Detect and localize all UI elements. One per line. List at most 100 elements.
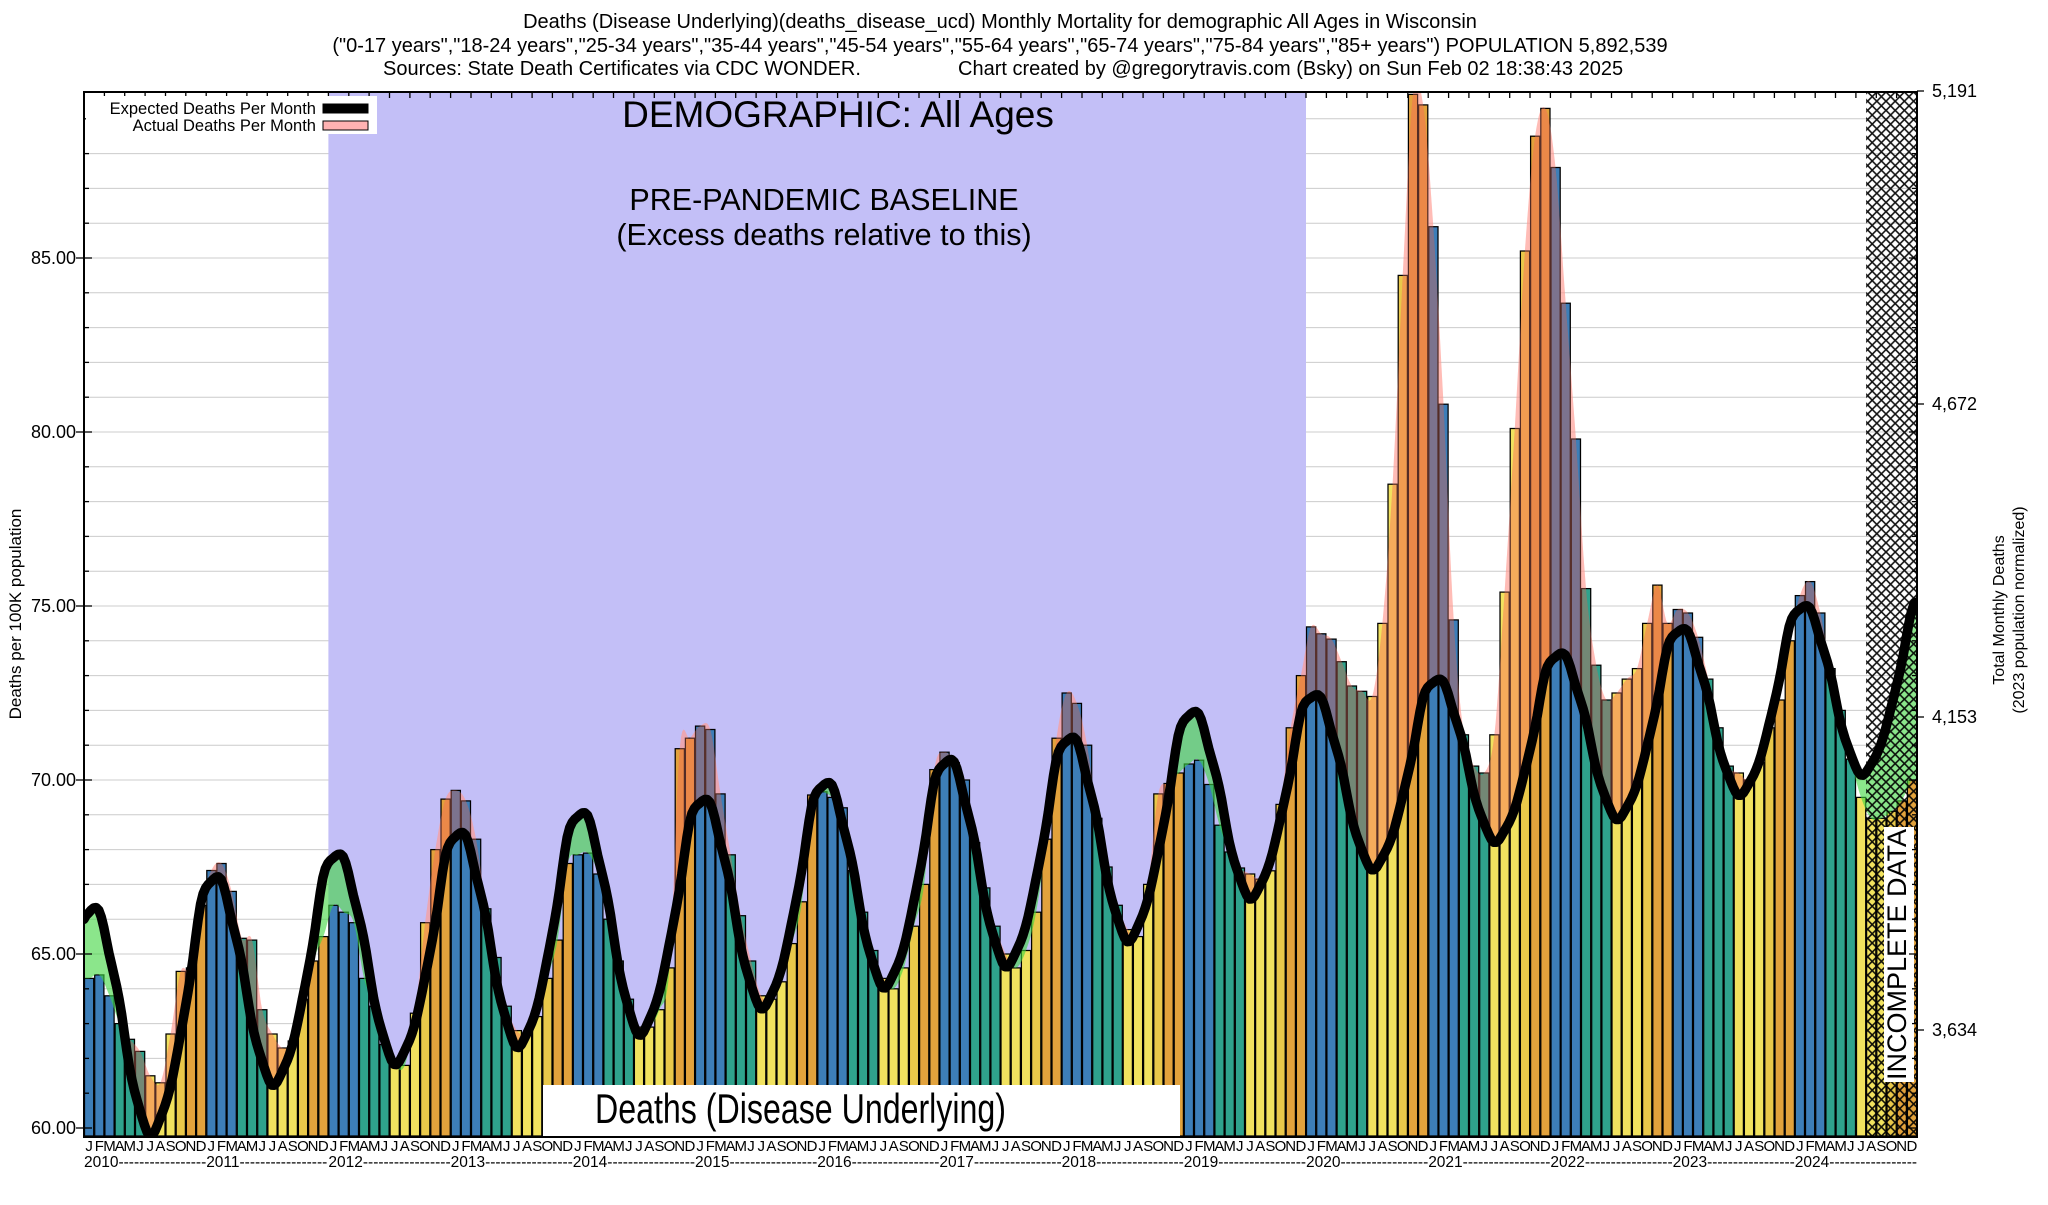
svg-text:2014-----------------: 2014----------------- bbox=[573, 1154, 695, 1171]
svg-text:J: J bbox=[696, 1138, 704, 1155]
svg-text:A: A bbox=[359, 1138, 369, 1155]
svg-text:Actual Deaths Per Month: Actual Deaths Per Month bbox=[133, 117, 316, 135]
svg-text:M: M bbox=[1590, 1138, 1603, 1155]
svg-text:M: M bbox=[1081, 1138, 1094, 1155]
svg-text:2012-----------------: 2012----------------- bbox=[328, 1154, 450, 1171]
svg-text:A: A bbox=[155, 1138, 165, 1155]
svg-text:A: A bbox=[1744, 1138, 1754, 1155]
svg-text:S: S bbox=[777, 1138, 787, 1155]
svg-text:Total Monthly Deaths: Total Monthly Deaths bbox=[1991, 535, 2008, 684]
svg-text:PRE-PANDEMIC BASELINE: PRE-PANDEMIC BASELINE bbox=[629, 183, 1018, 217]
svg-text:M: M bbox=[1101, 1138, 1114, 1155]
svg-text:J: J bbox=[574, 1138, 582, 1155]
svg-text:N: N bbox=[552, 1138, 563, 1155]
svg-text:S: S bbox=[1754, 1138, 1764, 1155]
svg-text:J: J bbox=[1603, 1138, 1611, 1155]
svg-text:S: S bbox=[1265, 1138, 1275, 1155]
svg-text:F: F bbox=[461, 1138, 470, 1155]
svg-text:S: S bbox=[166, 1138, 176, 1155]
svg-text:A: A bbox=[1825, 1138, 1835, 1155]
svg-text:M: M bbox=[714, 1138, 727, 1155]
svg-text:D: D bbox=[1173, 1138, 1184, 1155]
svg-text:A: A bbox=[1214, 1138, 1224, 1155]
svg-text:A: A bbox=[278, 1138, 288, 1155]
svg-text:S: S bbox=[1143, 1138, 1153, 1155]
svg-text:J: J bbox=[136, 1138, 144, 1155]
svg-text:J: J bbox=[757, 1138, 765, 1155]
svg-text:O: O bbox=[1886, 1138, 1898, 1155]
svg-text:A: A bbox=[1337, 1138, 1347, 1155]
svg-text:M: M bbox=[592, 1138, 605, 1155]
svg-text:(2023 population normalized): (2023 population normalized) bbox=[2011, 506, 2028, 713]
svg-text:D: D bbox=[1051, 1138, 1062, 1155]
svg-text:F: F bbox=[1806, 1138, 1815, 1155]
svg-text:N: N bbox=[919, 1138, 930, 1155]
svg-text:N: N bbox=[1896, 1138, 1907, 1155]
svg-text:M: M bbox=[1712, 1138, 1725, 1155]
svg-text:J: J bbox=[880, 1138, 888, 1155]
svg-text:2017-----------------: 2017----------------- bbox=[939, 1154, 1061, 1171]
svg-text:O: O bbox=[1030, 1138, 1042, 1155]
svg-text:O: O bbox=[786, 1138, 798, 1155]
svg-text:O: O bbox=[175, 1138, 187, 1155]
svg-text:J: J bbox=[258, 1138, 266, 1155]
svg-text:O: O bbox=[1397, 1138, 1409, 1155]
svg-text:S: S bbox=[1021, 1138, 1031, 1155]
svg-text:J: J bbox=[992, 1138, 1000, 1155]
svg-text:INCOMPLETE DATA: INCOMPLETE DATA bbox=[1882, 829, 1912, 1080]
svg-text:A: A bbox=[1133, 1138, 1143, 1155]
svg-text:J: J bbox=[1552, 1138, 1560, 1155]
svg-text:F: F bbox=[1317, 1138, 1326, 1155]
svg-text:N: N bbox=[430, 1138, 441, 1155]
svg-text:S: S bbox=[288, 1138, 298, 1155]
svg-text:J: J bbox=[1307, 1138, 1315, 1155]
svg-text:J: J bbox=[513, 1138, 521, 1155]
svg-text:S: S bbox=[532, 1138, 542, 1155]
svg-text:O: O bbox=[664, 1138, 676, 1155]
svg-text:A: A bbox=[603, 1138, 613, 1155]
svg-text:J: J bbox=[1236, 1138, 1244, 1155]
svg-text:J: J bbox=[381, 1138, 389, 1155]
svg-text:J: J bbox=[1368, 1138, 1376, 1155]
svg-text:A: A bbox=[1622, 1138, 1632, 1155]
svg-text:O: O bbox=[1152, 1138, 1164, 1155]
svg-text:2013-----------------: 2013----------------- bbox=[451, 1154, 573, 1171]
svg-text:M: M bbox=[348, 1138, 361, 1155]
svg-text:F: F bbox=[828, 1138, 837, 1155]
svg-text:J: J bbox=[1358, 1138, 1366, 1155]
svg-text:S: S bbox=[654, 1138, 664, 1155]
svg-text:J: J bbox=[1674, 1138, 1682, 1155]
svg-text:J: J bbox=[146, 1138, 154, 1155]
svg-text:M: M bbox=[490, 1138, 503, 1155]
svg-text:J: J bbox=[1725, 1138, 1733, 1155]
svg-text:M: M bbox=[1814, 1138, 1827, 1155]
svg-text:F: F bbox=[1683, 1138, 1692, 1155]
svg-text:A: A bbox=[1866, 1138, 1876, 1155]
svg-text:J: J bbox=[1735, 1138, 1743, 1155]
svg-text:A: A bbox=[1255, 1138, 1265, 1155]
svg-text:J: J bbox=[269, 1138, 277, 1155]
svg-text:J: J bbox=[1124, 1138, 1132, 1155]
svg-text:2020-----------------: 2020----------------- bbox=[1306, 1154, 1428, 1171]
svg-text:M: M bbox=[470, 1138, 483, 1155]
svg-text:Expected Deaths Per Month: Expected Deaths Per Month bbox=[110, 100, 316, 118]
svg-text:D: D bbox=[196, 1138, 207, 1155]
svg-text:S: S bbox=[899, 1138, 909, 1155]
svg-text:N: N bbox=[1530, 1138, 1541, 1155]
svg-text:J: J bbox=[452, 1138, 460, 1155]
svg-text:Deaths per 100K population: Deaths per 100K population bbox=[6, 509, 25, 720]
svg-text:A: A bbox=[970, 1138, 980, 1155]
svg-text:2018-----------------: 2018----------------- bbox=[1062, 1154, 1184, 1171]
svg-text:M: M bbox=[1692, 1138, 1705, 1155]
svg-text:J: J bbox=[747, 1138, 755, 1155]
svg-text:M: M bbox=[857, 1138, 870, 1155]
svg-text:O: O bbox=[908, 1138, 920, 1155]
svg-text:N: N bbox=[1774, 1138, 1785, 1155]
svg-text:85.00: 85.00 bbox=[31, 248, 76, 268]
svg-text:A: A bbox=[522, 1138, 532, 1155]
svg-text:N: N bbox=[1163, 1138, 1174, 1155]
svg-text:M: M bbox=[735, 1138, 748, 1155]
svg-text:A: A bbox=[481, 1138, 491, 1155]
svg-text:M: M bbox=[225, 1138, 238, 1155]
svg-text:D: D bbox=[1540, 1138, 1551, 1155]
